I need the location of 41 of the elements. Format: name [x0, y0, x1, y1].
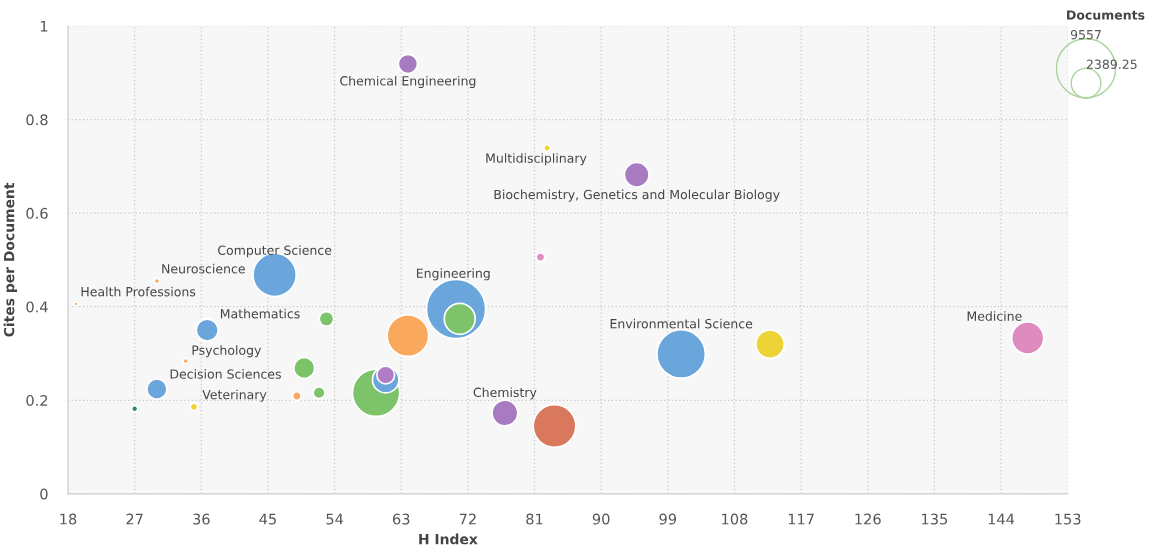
- x-tick-label: 99: [659, 513, 677, 525]
- x-tick-label: 72: [459, 513, 476, 525]
- annotation: Medicine: [967, 311, 1022, 321]
- y-axis-title: Cites per Document: [3, 182, 18, 337]
- x-axis-title: H Index: [419, 533, 478, 545]
- x-tick-label: 27: [126, 513, 143, 525]
- legend-title: Documents: [1067, 10, 1145, 20]
- annotation: Chemistry: [473, 387, 537, 400]
- x-tick-label: 54: [326, 513, 344, 525]
- y-tick-label: 1: [40, 20, 48, 32]
- x-tick-label: 117: [788, 513, 814, 525]
- x-tick-label: 144: [988, 513, 1015, 525]
- legend-label: 2389.25: [1086, 59, 1137, 69]
- annotation: Environmental Science: [610, 318, 753, 329]
- annotation: Engineering: [416, 268, 490, 281]
- x-tick-label: 153: [1055, 513, 1081, 525]
- x-tick-label: 126: [855, 513, 881, 525]
- x-tick-label: 36: [193, 513, 210, 525]
- annotation: Decision Sciences: [170, 369, 281, 379]
- annotation: Chemical Engineering: [340, 75, 476, 88]
- x-tick-label: 63: [392, 513, 410, 525]
- annotation: Health Professions: [81, 286, 196, 297]
- annotation: Veterinary: [202, 389, 267, 402]
- x-tick-label: 81: [526, 513, 543, 525]
- x-tick-label: 108: [722, 513, 748, 525]
- x-tick-label: 90: [592, 513, 610, 525]
- y-tick-label: 0: [40, 488, 48, 500]
- legend-label: 9557: [1070, 29, 1101, 40]
- y-tick-label: 0.4: [26, 301, 48, 313]
- x-tick-label: 135: [922, 513, 948, 525]
- annotation: Mathematics: [220, 308, 300, 319]
- x-tick-label: 18: [60, 513, 77, 525]
- annotation: Psychology: [192, 345, 262, 358]
- annotation: Multidisciplinary: [486, 153, 587, 166]
- annotation: Neuroscience: [162, 263, 245, 274]
- x-tick-label: 45: [259, 513, 276, 525]
- y-tick-label: 0.2: [26, 394, 48, 407]
- annotation: Computer Science: [218, 245, 332, 258]
- y-tick-label: 0.8: [26, 114, 48, 126]
- annotation: Biochemistry, Genetics and Molecular Biology: [494, 189, 780, 202]
- y-tick-label: 0.6: [26, 207, 48, 219]
